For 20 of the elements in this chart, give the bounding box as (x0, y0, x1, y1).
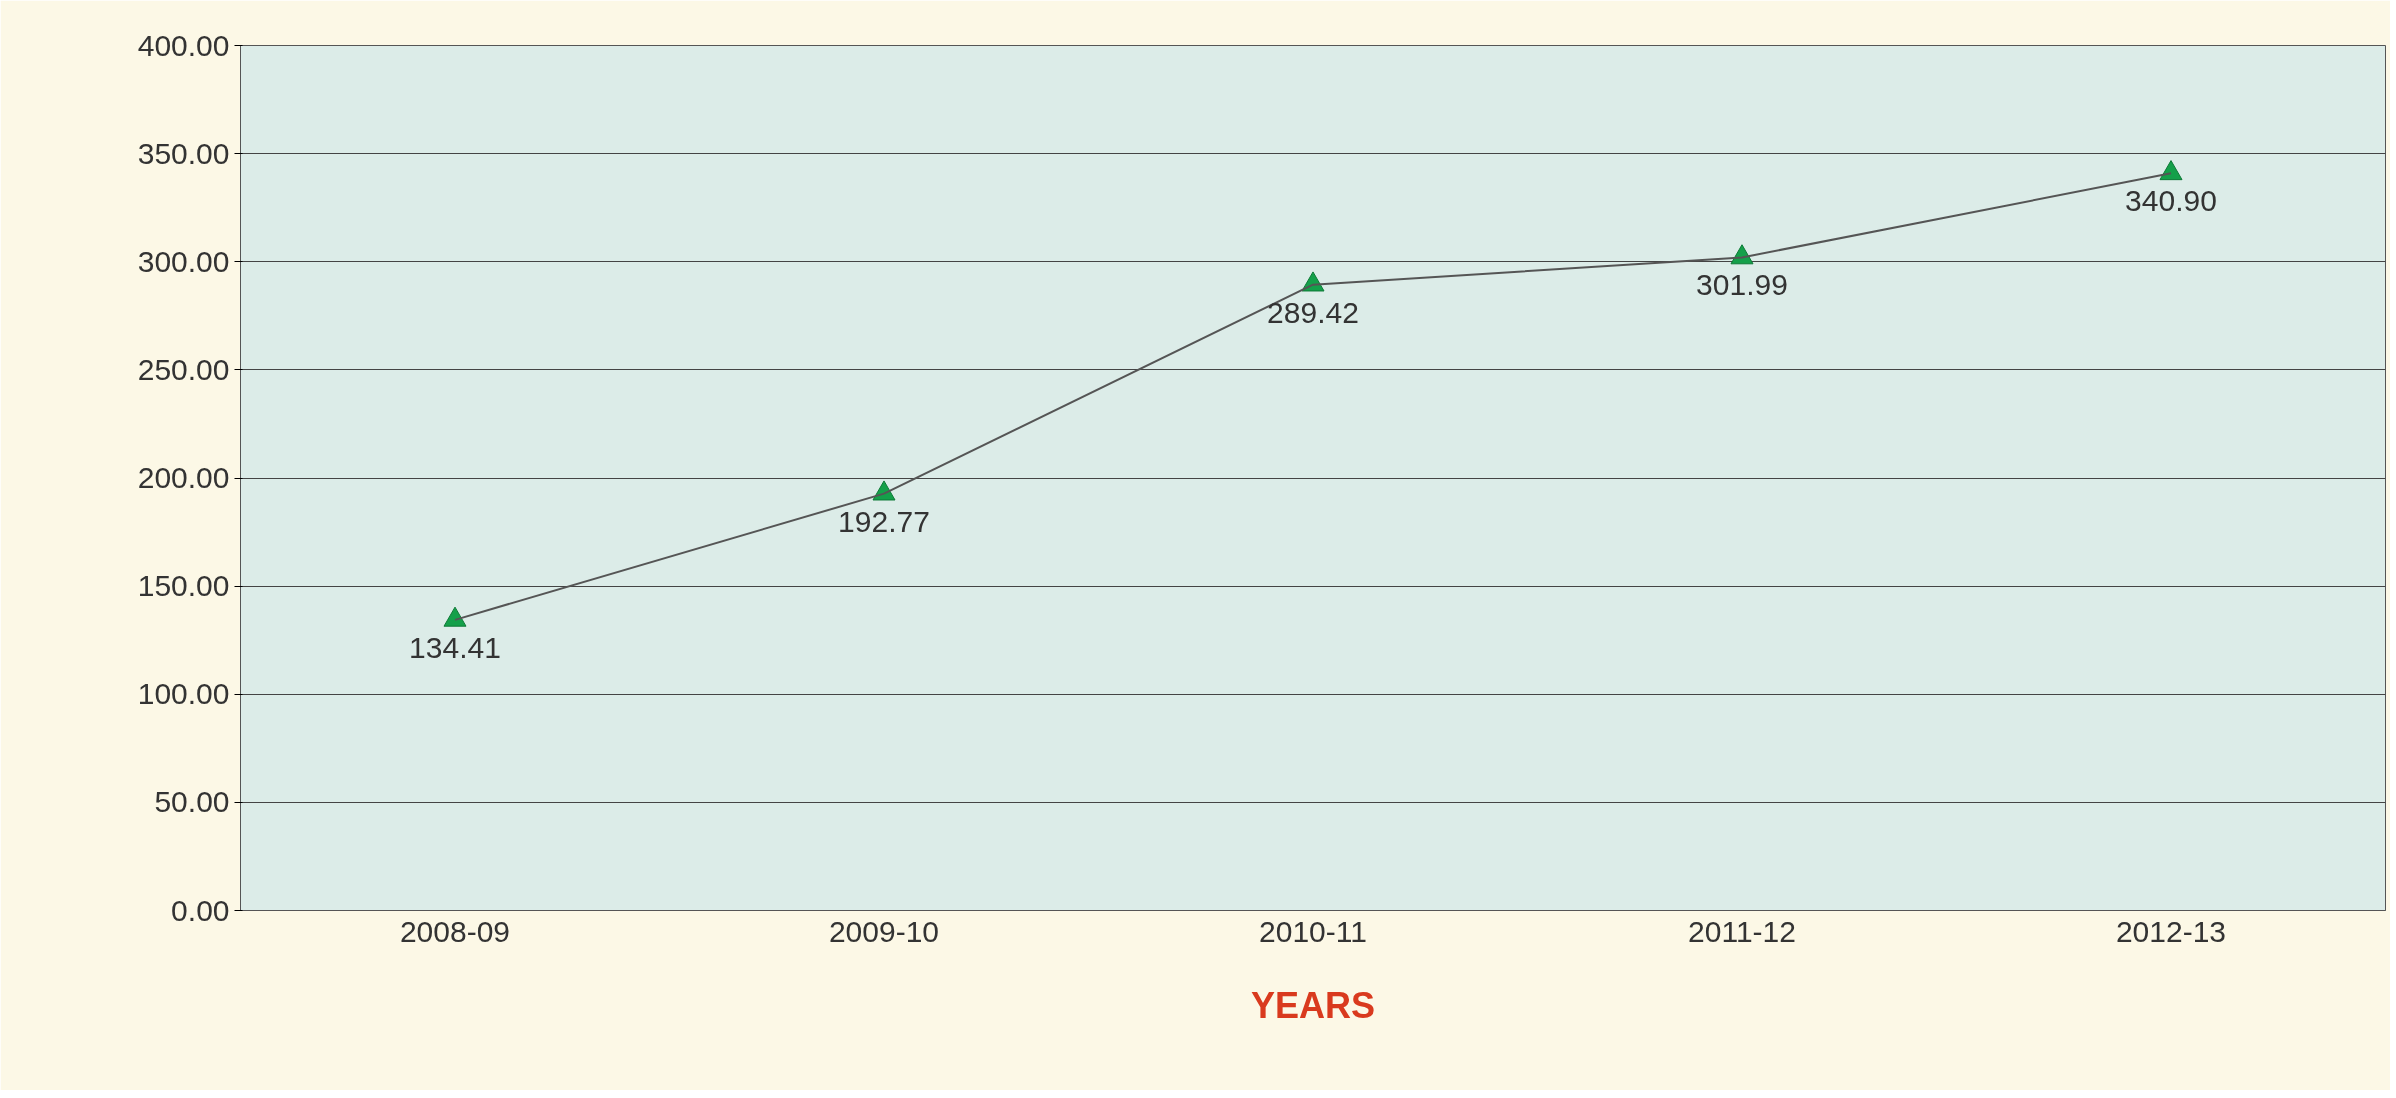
x-tick-label: 2012-13 (2115, 914, 2227, 948)
x-tick-label: 2009-10 (828, 914, 940, 948)
y-tick-label: 300.00 (137, 244, 230, 278)
data-label: 301.99 (1696, 268, 1788, 302)
y-tick-label: 200.00 (137, 461, 230, 494)
y-tick-label: 50.00 (154, 785, 230, 819)
data-label: 192.77 (838, 504, 930, 538)
y-tick-label: 0.00 (171, 893, 230, 927)
y-tick-label: 400.00 (137, 28, 230, 62)
data-label: 134.41 (409, 630, 501, 664)
x-tick-label: 2011-12 (1688, 914, 1796, 948)
x-axis-title: YEARS (1250, 984, 1376, 1026)
x-tick-label: 2010-11 (1259, 914, 1367, 948)
x-tick-label: 2008-09 (399, 914, 511, 948)
y-tick-label: 350.00 (137, 136, 230, 170)
y-tick-label: 250.00 (137, 352, 230, 386)
y-tick-label: 150.00 (137, 569, 230, 603)
y-tick-label: 100.00 (137, 677, 230, 711)
data-label: 289.42 (1267, 295, 1359, 329)
data-label: 340.90 (2125, 184, 2217, 218)
